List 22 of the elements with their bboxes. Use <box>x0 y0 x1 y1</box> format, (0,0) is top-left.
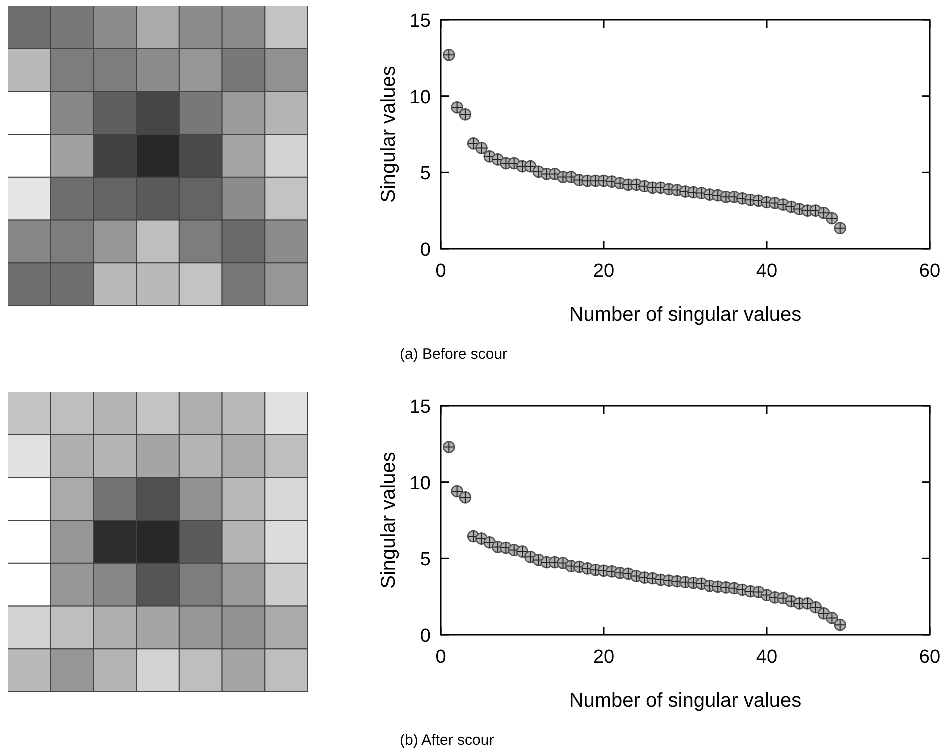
y-tick-label: 15 <box>410 397 431 418</box>
y-tick-label: 15 <box>410 11 431 32</box>
x-tick-label: 0 <box>436 261 446 282</box>
y-tick-label: 0 <box>420 626 431 647</box>
y-tick-label: 10 <box>410 87 431 108</box>
x-tick-label: 60 <box>919 261 941 282</box>
y-tick-label: 5 <box>420 164 431 185</box>
x-axis-title: Number of singular values <box>569 304 802 326</box>
x-tick-label: 20 <box>593 261 615 282</box>
text: (a) Before scour <box>400 346 508 363</box>
x-axis-title: Number of singular values <box>569 690 802 712</box>
y-tick-label: 0 <box>420 240 431 261</box>
y-tick-label: 10 <box>410 473 431 494</box>
x-tick-label: 40 <box>756 647 778 668</box>
x-tick-label: 40 <box>756 261 778 282</box>
y-tick-label: 5 <box>420 550 431 571</box>
text: (b) After scour <box>400 732 494 749</box>
y-axis-title: Singular values <box>378 66 400 203</box>
x-tick-label: 0 <box>436 647 446 668</box>
y-axis-title: Singular values <box>378 452 400 589</box>
x-tick-label: 20 <box>593 647 615 668</box>
x-tick-label: 60 <box>919 647 941 668</box>
